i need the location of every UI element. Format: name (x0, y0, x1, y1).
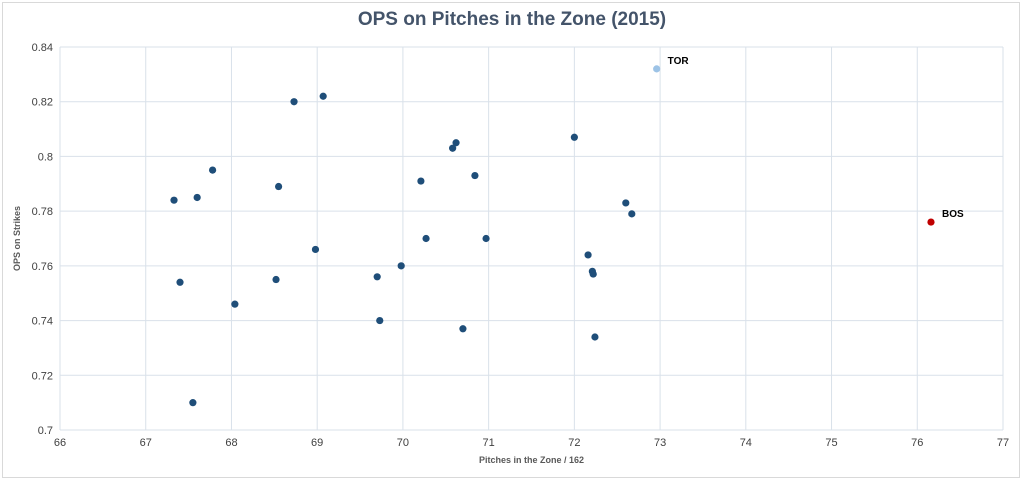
y-tick-label: 0.8 (38, 151, 53, 163)
data-point-tor (653, 65, 661, 73)
x-tick-label: 68 (225, 437, 237, 449)
data-point (275, 182, 283, 191)
y-tick-label: 0.82 (32, 97, 53, 109)
data-point (290, 98, 298, 106)
data-point (591, 333, 599, 341)
y-tick-label: 0.76 (32, 261, 53, 273)
data-point (189, 399, 197, 407)
data-point (417, 177, 425, 185)
data-point (570, 133, 578, 141)
y-tick-label: 0.74 (32, 316, 53, 328)
y-tick-label: 0.72 (32, 370, 53, 382)
data-point (589, 270, 597, 278)
x-axis-title: Pitches in the Zone / 162 (479, 455, 584, 465)
data-point (376, 316, 384, 325)
x-tick-label: 70 (397, 437, 409, 449)
data-point (452, 139, 460, 147)
data-point (170, 196, 178, 204)
y-tick-labels: 0.7 0.72 0.74 0.76 0.78 0.8 0.82 0.84 (32, 42, 53, 437)
y-tick-label: 0.7 (38, 425, 53, 437)
y-tick-label: 0.78 (32, 206, 53, 218)
data-point (459, 325, 467, 333)
data-point (471, 171, 479, 180)
point-label-bos: BOS (942, 209, 964, 220)
x-tick-labels: 66 67 68 69 70 71 72 73 74 75 76 77 (54, 437, 1009, 449)
y-axis-title: OPS on Strikes (12, 206, 22, 271)
data-point (319, 92, 327, 100)
x-tick-label: 72 (568, 437, 580, 449)
x-tick-label: 77 (997, 437, 1009, 449)
data-point (422, 234, 430, 243)
x-tick-label: 76 (911, 437, 923, 449)
data-point (397, 262, 405, 270)
data-point (176, 278, 184, 286)
data-point (231, 300, 239, 308)
data-point (193, 193, 201, 202)
x-tick-label: 74 (740, 437, 752, 449)
data-point-bos (927, 218, 935, 226)
point-label-tor: TOR (668, 56, 690, 67)
data-point (628, 210, 636, 218)
point-labels: TOR BOS (668, 56, 964, 220)
x-tick-label: 66 (54, 437, 66, 449)
x-tick-label: 69 (311, 437, 323, 449)
data-point (584, 251, 592, 259)
data-point (482, 234, 490, 243)
y-tick-label: 0.84 (32, 42, 53, 54)
data-point (622, 199, 630, 207)
gridlines (59, 46, 1004, 431)
x-tick-label: 75 (825, 437, 837, 449)
data-point (373, 273, 381, 281)
x-tick-label: 67 (140, 437, 152, 449)
data-point (311, 245, 320, 254)
data-point (208, 166, 217, 174)
data-point (449, 144, 457, 152)
data-points (170, 65, 935, 407)
x-tick-label: 71 (483, 437, 495, 449)
data-point (272, 275, 280, 284)
x-tick-label: 73 (654, 437, 666, 449)
chart-title: OPS on Pitches in the Zone (2015) (357, 9, 667, 30)
